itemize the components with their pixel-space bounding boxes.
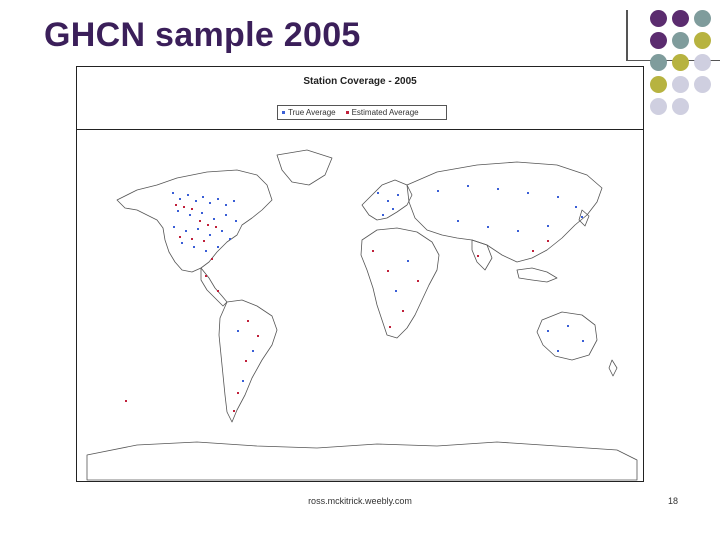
decorative-dot-grid <box>648 8 720 120</box>
landmass-southeast-asia-islands <box>516 267 558 283</box>
world-map <box>77 129 643 481</box>
deco-dot <box>672 32 689 49</box>
deco-dot <box>694 32 711 49</box>
landmass-south-america <box>218 299 278 423</box>
landmass-africa <box>360 227 440 339</box>
figure-title: Station Coverage - 2005 <box>303 76 417 87</box>
deco-dot <box>650 32 667 49</box>
landmass-asia <box>406 161 603 263</box>
deco-dot <box>672 10 689 27</box>
deco-dot <box>672 54 689 71</box>
deco-dot <box>650 76 667 93</box>
slide-title: GHCN sample 2005 <box>44 16 361 54</box>
landmass-australia <box>536 311 598 361</box>
landmass-europe <box>361 179 413 221</box>
landmass-new-zealand <box>608 359 618 377</box>
landmass-antarctica <box>86 441 638 481</box>
deco-dot <box>672 76 689 93</box>
legend-item-true-average: True Average <box>282 108 336 117</box>
decorative-rule-vertical <box>626 10 628 60</box>
landmass-greenland <box>276 149 333 186</box>
deco-dot <box>694 10 711 27</box>
page-number: 18 <box>668 496 679 506</box>
legend-label-estimated-average: Estimated Average <box>351 108 419 117</box>
station-markers-estimated-average <box>125 204 549 412</box>
legend-swatch-true-average <box>282 111 285 114</box>
figure-legend: True Average Estimated Average <box>277 105 447 120</box>
landmass-japan <box>578 209 590 227</box>
legend-label-true-average: True Average <box>288 108 336 117</box>
deco-dot <box>650 98 667 115</box>
station-markers-true-average <box>172 185 584 382</box>
landmass-central-america <box>200 267 228 307</box>
deco-dot <box>650 10 667 27</box>
world-map-svg <box>86 149 638 481</box>
deco-dot <box>672 98 689 115</box>
deco-dot <box>650 54 667 71</box>
deco-dot <box>694 54 711 71</box>
station-coverage-figure: Station Coverage - 2005 True Average Est… <box>76 66 644 482</box>
landmass-north-america <box>116 169 273 273</box>
deco-dot <box>694 76 711 93</box>
legend-item-estimated-average: Estimated Average <box>345 108 419 117</box>
legend-swatch-estimated-average <box>345 111 349 114</box>
footer-source: ross.mckitrick.weebly.com <box>308 496 412 506</box>
landmass-india <box>471 239 493 271</box>
